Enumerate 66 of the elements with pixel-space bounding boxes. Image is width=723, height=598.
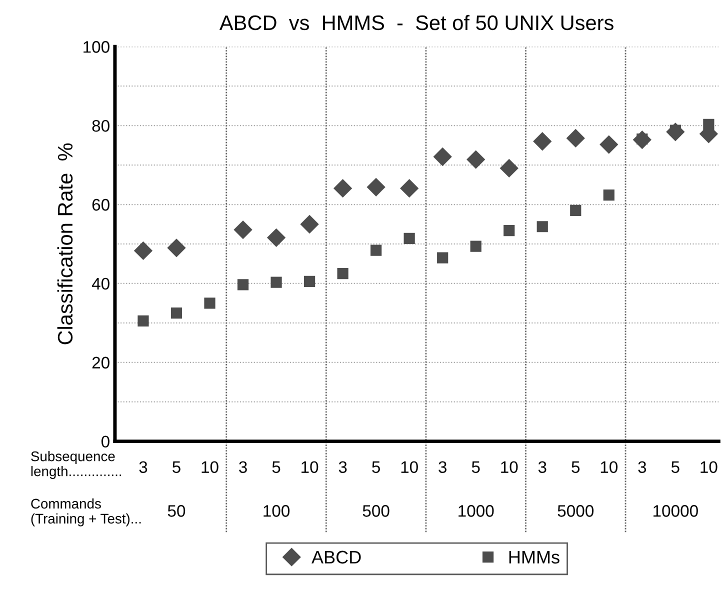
text: 5000 [558, 505, 594, 517]
text: Subsequence length.............. [31, 451, 122, 479]
text: 100 [264, 505, 290, 517]
point [600, 135, 618, 154]
point [570, 204, 582, 216]
text: 500 [362, 505, 390, 517]
point [566, 129, 585, 148]
x-tick-label: 10 [600, 461, 618, 474]
point [434, 148, 452, 166]
point [404, 232, 415, 244]
point [304, 276, 316, 288]
point [703, 118, 714, 130]
y-tick-label: 0 [101, 436, 110, 448]
x-tick-label: 5 [572, 461, 580, 474]
point [470, 240, 482, 252]
point [370, 244, 382, 256]
y-tick-label: 80 [92, 120, 110, 132]
x-tick-label: 10 [302, 461, 318, 474]
x-tick-label: 3 [538, 461, 546, 474]
x-tick-label: 10 [700, 461, 718, 474]
x-tick-label: 5 [472, 461, 480, 474]
point [536, 221, 548, 232]
point [204, 298, 216, 309]
chart-title: ABCD vs HMMS - Set of 50 UNIX Users [219, 14, 614, 30]
x-tick-label: 10 [501, 461, 518, 474]
point [367, 178, 386, 196]
point [533, 132, 552, 150]
point [167, 238, 186, 257]
x-tick-label: 5 [272, 461, 280, 474]
point [300, 215, 319, 234]
point [500, 159, 518, 178]
text: 50 [168, 505, 186, 517]
point [504, 225, 515, 236]
text: 10000 [654, 505, 698, 517]
x-tick-label: 3 [338, 461, 347, 474]
x-tick-label: 3 [438, 461, 446, 474]
point [400, 179, 418, 198]
x-tick-label: 10 [401, 461, 418, 474]
point [437, 252, 448, 264]
point [237, 279, 249, 290]
point [267, 228, 286, 247]
point [138, 315, 149, 327]
y-tick-label: 100 [84, 41, 110, 53]
x-tick-label: 3 [239, 461, 247, 474]
text: 1000 [458, 505, 494, 517]
x-tick-label: 5 [172, 461, 180, 474]
point [270, 276, 282, 288]
point [603, 189, 614, 201]
text: Commands (Training + Test)... [31, 498, 141, 526]
point [337, 268, 348, 280]
y-tick-label: 40 [92, 278, 110, 290]
y-axis-title: Classification Rate % [57, 143, 73, 344]
y-tick-label: 60 [92, 198, 110, 211]
x-tick-label: 3 [139, 461, 148, 474]
x-tick-label: 10 [202, 461, 218, 474]
point [234, 220, 252, 239]
legend-label: ABCD [312, 550, 361, 564]
x-tick-label: 3 [638, 461, 646, 474]
point [170, 307, 182, 319]
y-tick-label: 20 [92, 356, 110, 369]
x-tick-label: 5 [372, 461, 380, 474]
x-tick-label: 5 [671, 461, 680, 474]
point [334, 179, 352, 198]
point [134, 242, 152, 260]
point [466, 150, 485, 169]
legend-label: HMMs [509, 550, 560, 564]
